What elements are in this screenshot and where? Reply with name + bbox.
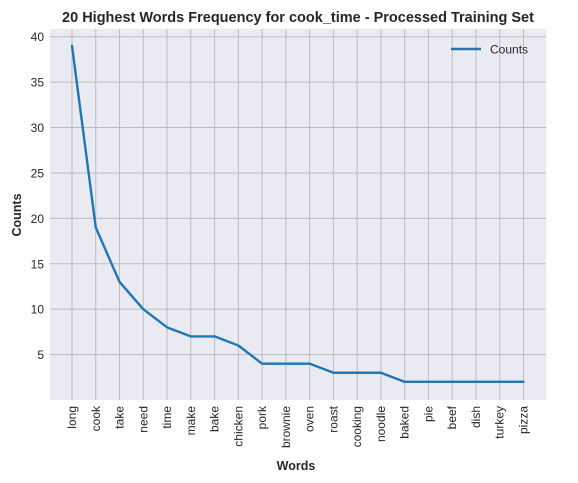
chart-title: 20 Highest Words Frequency for cook_time… bbox=[62, 10, 534, 26]
x-tick-label-bake: bake bbox=[208, 406, 222, 432]
y-tick-label: 35 bbox=[31, 76, 45, 90]
y-tick-label: 30 bbox=[31, 121, 45, 135]
grid-lines bbox=[50, 29, 546, 400]
x-axis-label: Words bbox=[277, 459, 316, 473]
x-tick-label-baked: baked bbox=[398, 406, 412, 439]
x-tick-label-time: time bbox=[160, 406, 174, 429]
x-tick-label-noodle: noodle bbox=[374, 406, 388, 442]
x-tick-label-pizza: pizza bbox=[517, 406, 531, 434]
y-axis-label: Counts bbox=[10, 193, 24, 236]
y-tick-label: 40 bbox=[31, 30, 45, 44]
x-tick-label-turkey: turkey bbox=[493, 406, 507, 439]
y-tick-label: 15 bbox=[31, 257, 45, 271]
x-tick-label-take: take bbox=[113, 406, 127, 429]
x-tick-label-roast: roast bbox=[326, 405, 340, 432]
y-axis-ticks: 5 10 15 20 25 30 35 40 bbox=[31, 30, 45, 362]
x-axis-ticks: long cook take need time make bake chicken pork b… bbox=[65, 405, 531, 448]
x-tick-label-beef: beef bbox=[445, 405, 459, 429]
x-tick-label-long: long bbox=[65, 406, 79, 429]
y-tick-label: 25 bbox=[31, 166, 45, 180]
x-tick-label-need: need bbox=[136, 406, 150, 433]
x-tick-label-cooking: cooking bbox=[350, 406, 364, 447]
x-tick-label-brownie: brownie bbox=[279, 406, 293, 448]
plot-area bbox=[50, 29, 546, 400]
x-tick-label-pie: pie bbox=[421, 406, 435, 422]
x-tick-label-dish: dish bbox=[469, 406, 483, 428]
x-tick-label-make: make bbox=[184, 406, 198, 436]
y-tick-label: 5 bbox=[37, 348, 44, 362]
legend: Counts bbox=[451, 43, 528, 57]
x-tick-label-pork: pork bbox=[255, 405, 269, 429]
x-tick-label-cook: cook bbox=[89, 405, 103, 431]
x-tick-label-chicken: chicken bbox=[231, 406, 245, 447]
y-tick-label: 10 bbox=[31, 303, 45, 317]
series-line-counts bbox=[70, 44, 525, 384]
x-tick-label-oven: oven bbox=[303, 406, 317, 432]
legend-label-counts: Counts bbox=[490, 43, 528, 57]
y-tick-label: 20 bbox=[31, 212, 45, 226]
